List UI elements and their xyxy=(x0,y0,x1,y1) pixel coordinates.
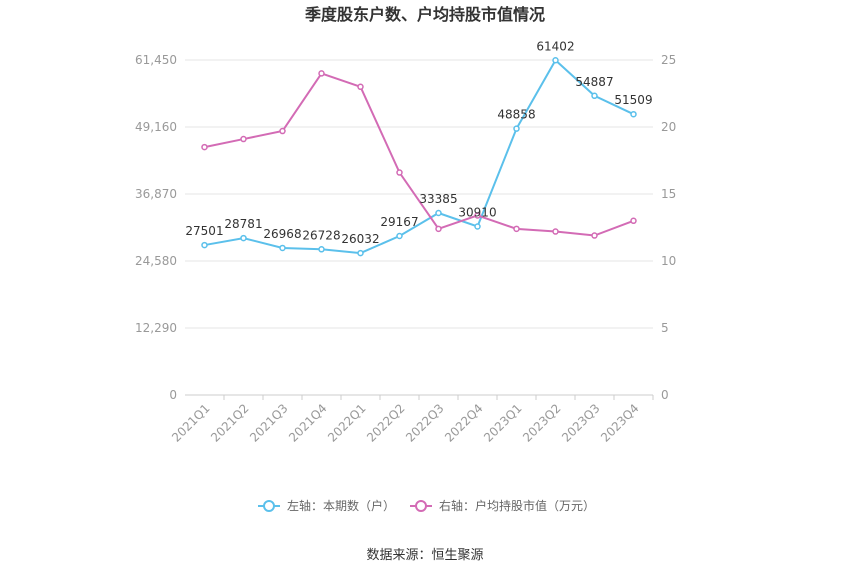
series-2-point xyxy=(396,169,403,176)
legend-item-1[interactable]: 左轴：本期数（户） xyxy=(258,498,395,513)
x-tick-label: 2023Q2 xyxy=(520,401,564,445)
right-tick-label: 0 xyxy=(661,388,669,402)
x-tick-label: 2023Q1 xyxy=(481,401,525,445)
data-label: 51509 xyxy=(614,93,652,107)
data-label: 61402 xyxy=(536,39,574,53)
series-1-point xyxy=(396,232,403,240)
series-1-point xyxy=(435,209,442,217)
x-tick-label: 2022Q1 xyxy=(325,401,369,445)
source-note: 数据来源：恒生聚源 xyxy=(366,548,483,563)
series-1-point xyxy=(513,125,520,132)
legend-item-2[interactable]: 右轴：户均持股市值（万元） xyxy=(410,498,595,513)
series-layer xyxy=(201,57,637,257)
series-1-point xyxy=(279,244,286,252)
data-label: 27501 xyxy=(185,224,223,238)
series-2-point xyxy=(513,225,520,233)
right-axis: 0 5 10 15 20 25 xyxy=(661,53,676,402)
series-1-point xyxy=(201,241,208,249)
right-tick-label: 20 xyxy=(661,120,676,134)
data-label: 29167 xyxy=(380,215,418,229)
left-tick-label: 24,580 xyxy=(135,254,177,268)
series-2-point xyxy=(630,217,637,225)
data-label: 48858 xyxy=(497,108,535,122)
right-tick-label: 5 xyxy=(661,321,669,335)
data-label: 26968 xyxy=(263,227,301,241)
data-label: 26728 xyxy=(302,228,340,242)
series-1-point xyxy=(474,223,481,230)
data-label: 30910 xyxy=(458,205,496,219)
x-tick-label: 2023Q3 xyxy=(559,401,603,445)
x-tick-label: 2021Q4 xyxy=(286,401,330,445)
series-2-point xyxy=(240,135,247,143)
series-1-point xyxy=(357,249,364,257)
series-2-point xyxy=(435,225,442,233)
left-tick-label: 61,450 xyxy=(135,53,177,67)
series-1-point xyxy=(552,57,559,64)
legend-marker xyxy=(415,500,427,512)
right-tick-label: 10 xyxy=(661,254,676,268)
right-tick-label: 15 xyxy=(661,187,676,201)
x-tick-label: 2022Q3 xyxy=(403,401,447,445)
legend-label: 右轴：户均持股市值（万元） xyxy=(439,498,595,513)
legend[interactable]: 左轴：本期数（户） 右轴：户均持股市值（万元） xyxy=(258,498,595,513)
data-label: 33385 xyxy=(419,192,457,206)
series-2-point xyxy=(279,127,286,135)
data-label: 54887 xyxy=(575,75,613,89)
series-1-point xyxy=(630,110,637,118)
data-label: 28781 xyxy=(224,217,262,231)
right-tick-label: 25 xyxy=(661,53,676,67)
series-1-point xyxy=(240,234,247,242)
x-axis: 2021Q12021Q22021Q32021Q42022Q12022Q22022… xyxy=(169,395,654,445)
x-tick-label: 2021Q1 xyxy=(169,401,213,445)
x-tick-label: 2021Q3 xyxy=(247,401,291,445)
series-2-point xyxy=(201,143,208,151)
x-tick-label: 2021Q2 xyxy=(208,401,252,445)
chart-title: 季度股东户数、户均持股市值情况 xyxy=(304,5,545,24)
series-2-point xyxy=(552,228,559,235)
series-2-point xyxy=(591,232,598,239)
series-1-point xyxy=(318,246,325,253)
series-2-point xyxy=(474,212,481,219)
series-2-point xyxy=(318,70,325,77)
x-tick-label: 2023Q4 xyxy=(598,401,642,445)
series-2-point xyxy=(357,83,364,91)
left-tick-label: 0 xyxy=(169,388,177,402)
series-1-point xyxy=(591,92,598,100)
left-tick-label: 49,160 xyxy=(135,120,177,134)
x-tick-label: 2022Q4 xyxy=(442,401,486,445)
legend-label: 左轴：本期数（户） xyxy=(287,498,395,513)
series-line-2 xyxy=(204,72,634,237)
data-label: 26032 xyxy=(341,232,379,246)
series-line-1 xyxy=(204,58,634,255)
left-tick-label: 36,870 xyxy=(135,187,177,201)
left-tick-label: 12,290 xyxy=(135,321,177,335)
legend-marker xyxy=(263,500,275,512)
x-tick-label: 2022Q2 xyxy=(364,401,408,445)
left-axis: 0 12,290 24,580 36,870 49,160 61,450 xyxy=(135,53,177,402)
